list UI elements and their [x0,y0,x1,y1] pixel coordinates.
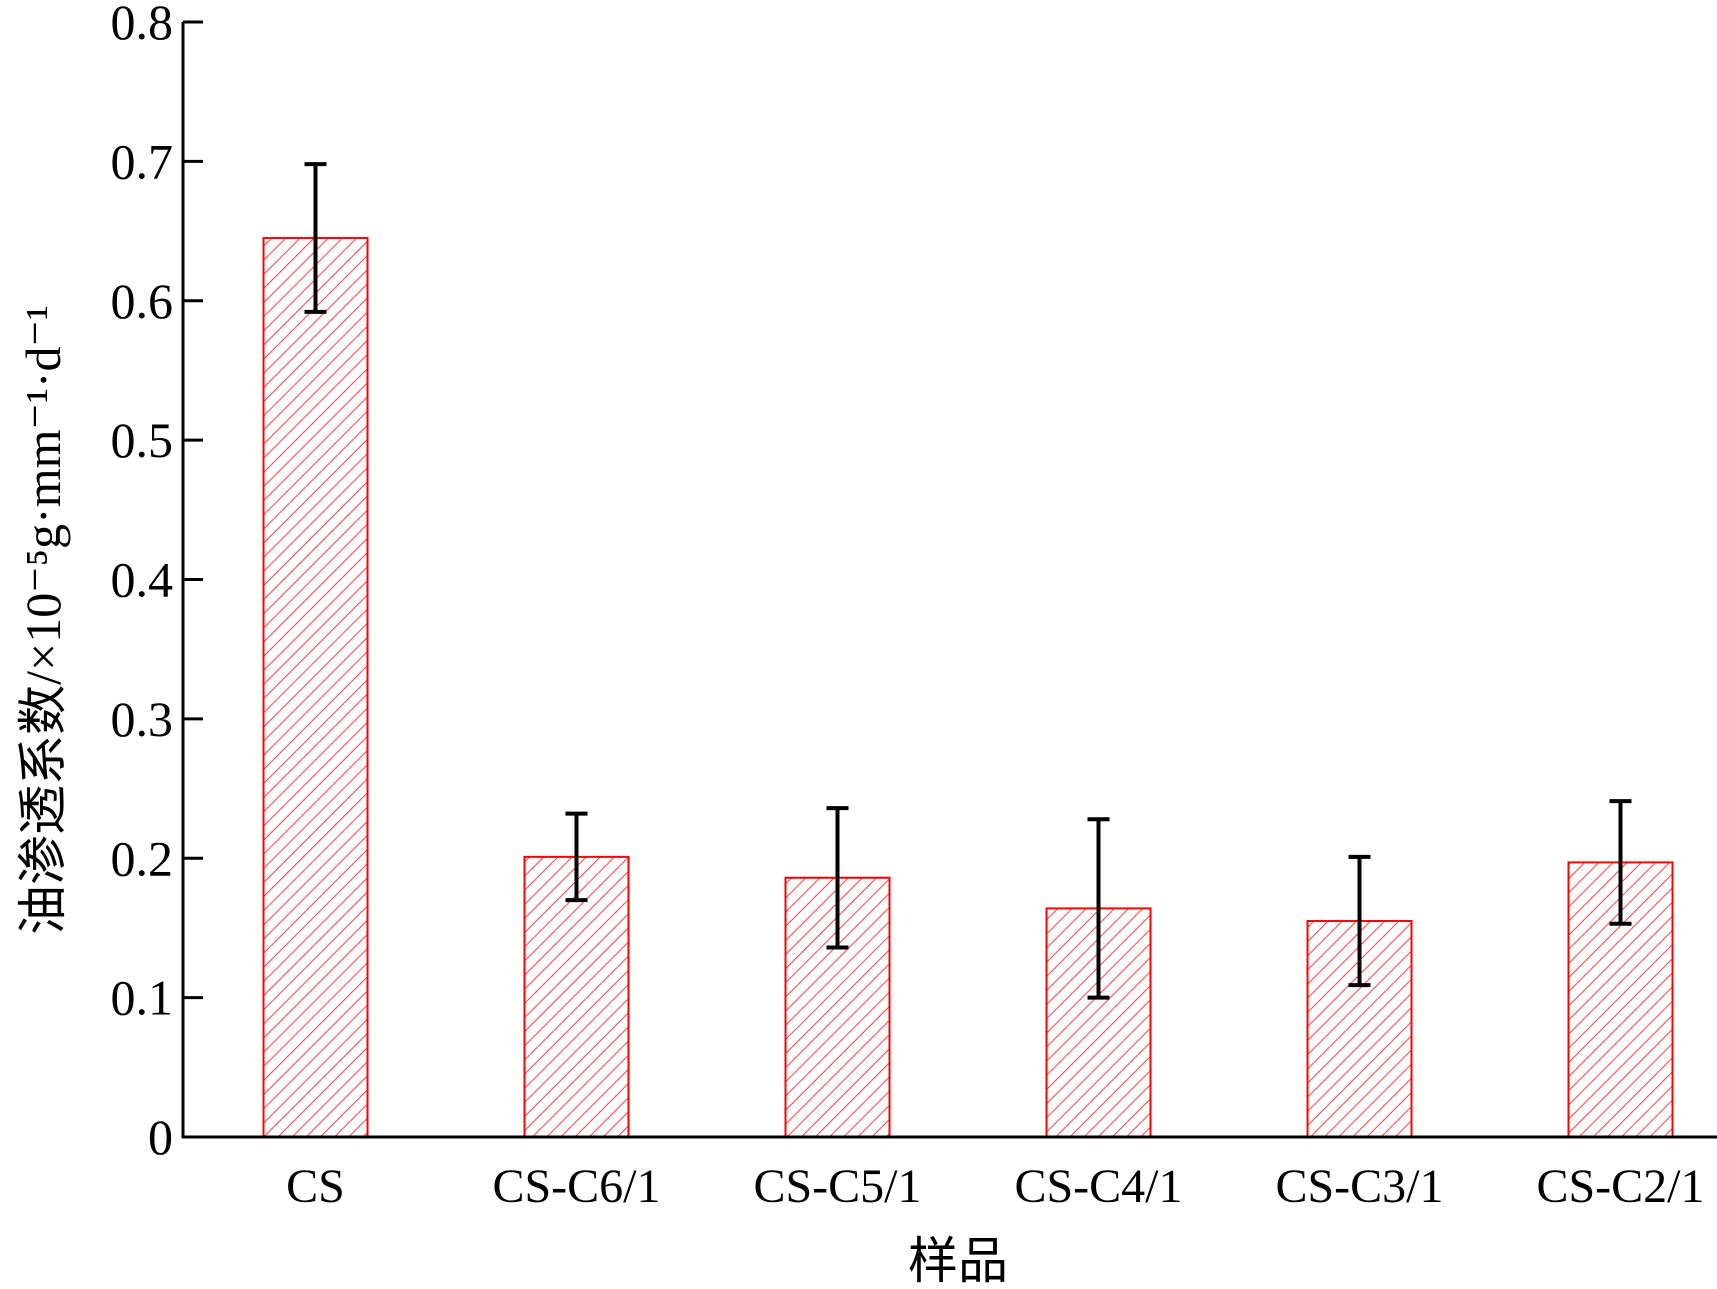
y-tick-label: 0.3 [111,691,174,747]
x-tick-label: CS [286,1160,345,1213]
x-tick-label: CS-C4/1 [1014,1160,1182,1213]
error-bar [565,811,588,903]
error-bar [1087,817,1110,1000]
y-tick-label: 0 [148,1109,173,1165]
x-axis-title: 样品 [908,1233,1008,1289]
axes-layer [181,20,1717,1139]
bar-cs [262,237,369,1138]
y-tick-label: 0.4 [111,552,174,608]
x-tick-label: CS-C3/1 [1275,1160,1443,1213]
x-tick-label: CS-C5/1 [753,1160,921,1213]
y-tick-label: 0.2 [111,830,174,886]
labels-layer: 样品 油渗透系数/×10⁻⁵g·mm⁻¹·d⁻¹ CS CS-C6/1 CS-C5/… [15,0,1705,1289]
x-tick-label: CS-C2/1 [1536,1160,1704,1213]
x-tick-label: CS-C6/1 [492,1160,660,1213]
error-bar [826,806,849,950]
y-axis-title: 油渗透系数/×10⁻⁵g·mm⁻¹·d⁻¹ [15,305,71,935]
y-tick-label: 0.6 [111,273,174,329]
error-bars-layer [304,162,1632,1000]
error-bar [304,162,327,314]
y-tick-label: 0.8 [111,0,174,50]
y-tick-label: 0.5 [111,412,174,468]
bars-layer [262,237,1674,1139]
y-tick-label: 0.1 [111,970,174,1026]
error-bar [1348,854,1371,988]
error-bar [1609,799,1632,926]
bar-cs-c6-1 [523,855,630,1138]
y-tick-label: 0.7 [111,133,174,189]
